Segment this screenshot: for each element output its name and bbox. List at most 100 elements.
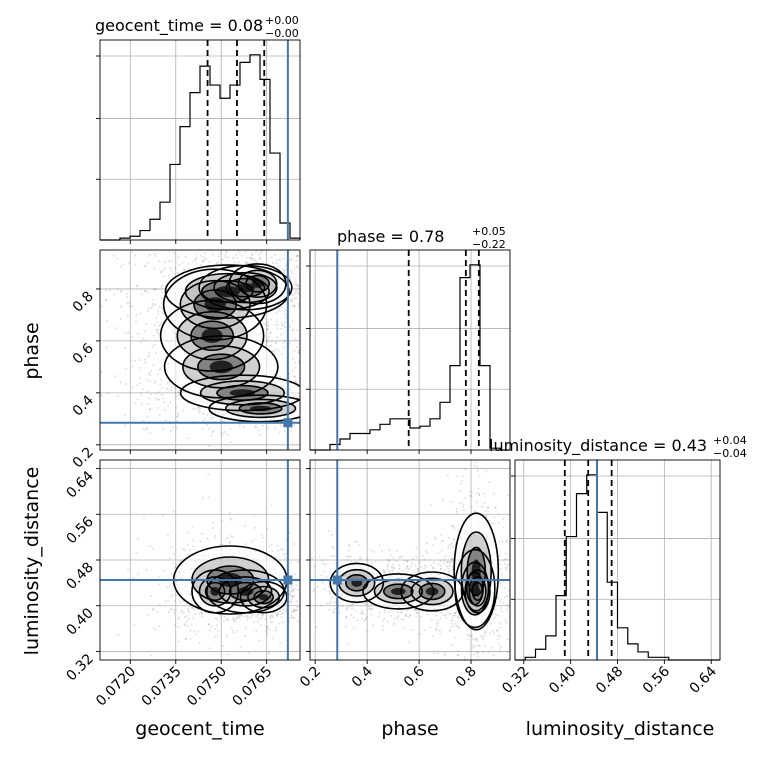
panel-phase-vs-geocent-time-point (136, 333, 139, 335)
panel-luminosity-distance-vs-geocent-time-point (291, 616, 294, 619)
panel-luminosity-distance-vs-phase-point (328, 570, 331, 573)
panel-phase-vs-geocent-time-point (136, 384, 139, 387)
panel-luminosity-distance-vs-geocent-time-point (166, 534, 169, 537)
panel-phase-vs-geocent-time-point (201, 427, 204, 430)
panel-luminosity-distance-vs-phase-point (437, 652, 440, 655)
panel-luminosity-distance-vs-phase-point (437, 552, 440, 555)
panel-luminosity-distance-vs-geocent-time-point (274, 626, 277, 629)
panel-luminosity-distance-vs-phase-point (409, 614, 412, 616)
panel-luminosity-distance-vs-phase-point (475, 638, 478, 641)
panel-phase-vs-geocent-time-point (283, 312, 286, 315)
panel-luminosity-distance-vs-geocent-time-point (163, 569, 166, 572)
panel-phase-vs-geocent-time-point (300, 313, 302, 315)
panel-luminosity-distance-vs-phase-point (369, 608, 372, 610)
panel-phase-vs-geocent-time-frame (99, 249, 301, 451)
panel-phase-vs-geocent-time-point (344, 410, 346, 412)
panel-luminosity-distance-vs-phase-point (498, 554, 501, 557)
panel-luminosity-distance-vs-geocent-time-ytick-label-2: 0.48 (63, 560, 96, 593)
panel-luminosity-distance-vs-geocent-time-point (269, 615, 272, 618)
panel-phase-vs-geocent-time-point (272, 261, 274, 264)
panel-luminosity-distance-vs-geocent-time-point (179, 560, 182, 563)
panel-luminosity-distance-vs-geocent-time-point (303, 593, 305, 595)
panel-luminosity-distance-vs-phase-point (477, 487, 480, 490)
panel-luminosity-distance-vs-phase-point (484, 645, 487, 648)
panel-luminosity-distance-vs-phase-point (324, 563, 327, 566)
panel-luminosity-distance-vs-phase-point (360, 617, 363, 620)
panel-phase-vs-geocent-time-point (200, 264, 202, 267)
panel-luminosity-distance-vs-phase-point (383, 569, 386, 572)
panel-phase-vs-geocent-time-point (173, 267, 176, 270)
panel-luminosity-distance-vs-phase-point (414, 564, 417, 567)
panel-phase-vs-geocent-time-point (359, 415, 361, 417)
panel-phase-vs-geocent-time-contour-0 (208, 394, 300, 423)
panel-phase-vs-geocent-time-point (171, 426, 174, 429)
panel-phase-vs-geocent-time-point (362, 421, 364, 423)
panel-phase-vs-geocent-time-point (323, 401, 325, 403)
panel-phase-vs-geocent-time-point (373, 374, 375, 376)
panel-phase-vs-geocent-time-point (146, 291, 149, 293)
panel-phase-vs-geocent-time-point (256, 246, 258, 248)
panel-luminosity-distance-vs-phase-point (348, 543, 350, 546)
panel-luminosity-distance-vs-geocent-time-point (227, 653, 230, 656)
panel-luminosity-distance-vs-phase-point (507, 494, 510, 497)
panel-luminosity-distance-vs-phase-point (497, 596, 499, 599)
panel-luminosity-distance-vs-phase-point (415, 615, 418, 618)
panel-luminosity-distance-vs-phase-point (481, 505, 484, 508)
panel-phase-vs-geocent-time-point (255, 243, 257, 245)
panel-luminosity-distance-vs-phase-point (447, 536, 450, 539)
panel-luminosity-distance-vs-phase-point (483, 492, 486, 495)
panel-phase-vs-geocent-time-point (176, 414, 179, 417)
panel-luminosity-distance-vs-geocent-time-point (184, 638, 187, 640)
panel-luminosity-distance-vs-phase-point (470, 505, 473, 508)
panel-phase-vs-geocent-time-point (302, 398, 304, 400)
panel-luminosity-distance-vs-geocent-time-point (226, 618, 229, 621)
panel-phase-vs-geocent-time-point (172, 251, 175, 254)
panel-phase-vs-geocent-time-point (295, 346, 298, 348)
panel-luminosity-distance-vs-phase-point (372, 624, 375, 627)
panel-phase-vs-geocent-time-point (146, 310, 149, 313)
panel-luminosity-distance-vs-phase-point (358, 558, 361, 561)
panel-luminosity-distance-vs-phase-point (448, 560, 451, 563)
panel-luminosity-distance-vs-phase-point (442, 614, 445, 617)
panel-luminosity-distance-vs-geocent-time-point (291, 597, 294, 600)
panel-luminosity-distance-vs-phase-point (402, 555, 404, 558)
panel-phase-vs-geocent-time-point (205, 257, 208, 260)
panel-phase-vs-geocent-time-point (294, 380, 297, 383)
panel-luminosity-distance-vs-geocent-time-point (289, 584, 292, 587)
panel-phase-vs-geocent-time-point (284, 308, 287, 311)
panel-phase-vs-geocent-time-point (249, 256, 252, 259)
panel-luminosity-distance-vs-geocent-time-point (277, 612, 280, 615)
panel-phase-vs-geocent-time-point (288, 277, 291, 280)
panel-luminosity-distance-vs-geocent-time-point (200, 611, 203, 614)
panel-luminosity-distance-vs-phase-point (419, 632, 422, 635)
panel-luminosity-distance-vs-phase-point (471, 644, 474, 647)
panel-phase-vs-geocent-time-point (139, 377, 141, 379)
panel-phase-vs-geocent-time-point (237, 247, 239, 249)
panel-luminosity-distance-vs-phase-point (497, 614, 500, 617)
panel-luminosity-distance-vs-geocent-time-point (280, 548, 283, 551)
panel-luminosity-distance-vs-phase-point (455, 608, 458, 611)
panel-luminosity-distance-vs-phase-point (476, 655, 479, 658)
panel-luminosity-distance-vs-phase-point (332, 611, 335, 614)
panel-luminosity-distance-vs-phase-contour-0 (453, 512, 500, 631)
panel-phase-vs-geocent-time-point (345, 345, 347, 347)
panel-luminosity-distance-vs-geocent-time-point (296, 606, 299, 609)
panel-luminosity-distance-vs-phase-point (450, 542, 453, 545)
panel-luminosity-distance-vs-geocent-time-point (207, 623, 210, 626)
panel-phase-vs-geocent-time-point (163, 409, 166, 411)
panel-phase-vs-geocent-time-point (149, 432, 152, 435)
panel-luminosity-distance-vs-geocent-time-point (251, 614, 254, 617)
panel-luminosity-distance-vs-phase-point (423, 629, 426, 631)
panel-phase-vs-geocent-time-point (375, 395, 377, 397)
panel-luminosity-distance-vs-phase-point (473, 645, 476, 648)
panel-phase-vs-geocent-time-point (295, 284, 298, 287)
panel-luminosity-distance-vs-phase-point (466, 633, 469, 636)
panel-phase-vs-geocent-time-point (258, 256, 261, 259)
panel-luminosity-distance-vs-geocent-time-point (193, 630, 196, 633)
panel-luminosity-distance-vs-phase-point (407, 615, 410, 618)
panel-phase-vs-geocent-time-point (350, 413, 352, 415)
title-geocent-time-sub: −0.00 (265, 27, 299, 40)
panel-luminosity-distance-vs-geocent-time-point (179, 600, 182, 603)
panel-phase-vs-geocent-time-point (301, 277, 303, 279)
panel-phase-vs-geocent-time-point (135, 314, 138, 316)
